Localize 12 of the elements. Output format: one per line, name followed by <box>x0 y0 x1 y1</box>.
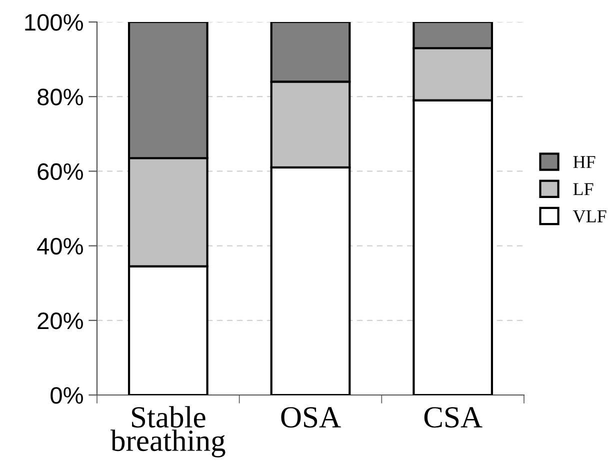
y-tick-label: 80% <box>38 88 83 106</box>
y-tick-label: 100% <box>25 14 83 31</box>
x-tick-label: Stable breathing <box>110 406 226 458</box>
y-tick-label: 20% <box>38 312 83 330</box>
x-tick-label: CSA <box>424 407 482 428</box>
y-tick-label: 0% <box>50 387 83 404</box>
x-tick-label: OSA <box>281 407 341 428</box>
legend-label: HF <box>573 156 596 168</box>
y-tick-label: 60% <box>38 163 83 180</box>
legend-label: VLF <box>572 210 606 222</box>
legend-label: LF <box>573 183 594 196</box>
y-tick-label: 40% <box>37 238 83 255</box>
